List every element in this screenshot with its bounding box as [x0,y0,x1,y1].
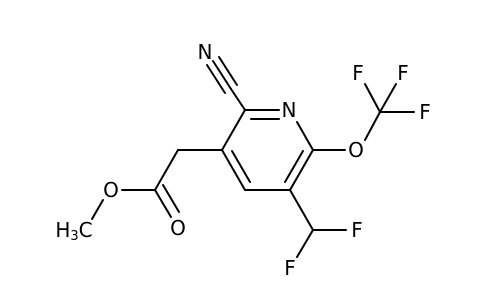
atom-label: O [103,178,119,202]
atom-label: F [284,256,296,280]
atom-label: O [170,216,186,240]
bond [296,121,314,151]
bond [221,109,246,151]
atom-label: F [419,100,431,124]
bond [289,189,314,231]
atom-label: F [397,61,409,85]
bond [212,60,232,90]
bond [218,56,238,86]
bond [154,149,179,191]
atom-label: F [351,218,363,242]
bond [289,149,314,191]
bond [154,189,172,218]
bond [91,199,104,220]
bond [364,111,381,141]
atom-label: 3 [70,229,78,244]
bond [162,184,180,213]
atom-label: N [198,40,213,64]
bond [231,150,251,183]
bond [296,229,314,258]
atom-label: C [79,218,93,242]
bond [206,64,226,94]
bond [221,149,246,191]
atom-label: H3C [55,218,92,244]
bond [364,83,381,113]
atom-label: H [55,218,70,242]
bond [230,88,246,111]
atom-label: N [282,98,297,122]
atom-labels: N N O F F F O O H3C F F [55,40,430,280]
atom-label: O [348,138,364,162]
bond [379,83,397,113]
bond [284,150,304,183]
atom-label: F [352,61,364,85]
bonds [91,56,415,258]
